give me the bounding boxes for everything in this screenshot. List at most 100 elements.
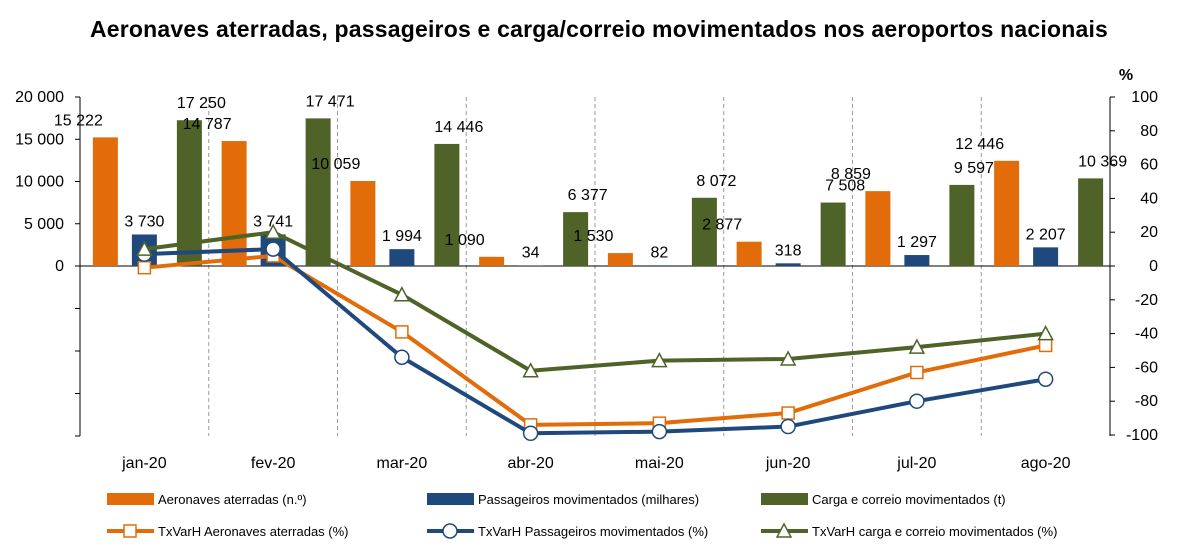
right-axis-tick-label: 40 (1140, 190, 1158, 207)
right-axis-tick-label: 20 (1140, 224, 1158, 241)
bar-data-label: 10 059 (311, 156, 360, 173)
line-marker-triangle (779, 350, 797, 366)
category-label: jul-20 (896, 455, 936, 472)
category-label: mar-20 (377, 455, 428, 472)
legend-entry-label: TxVarH carga e correio movimentados (%) (812, 524, 1057, 539)
category-label: ago-20 (1021, 455, 1071, 472)
bar (820, 202, 846, 266)
line-marker-circle (909, 393, 925, 409)
right-axis-unit-label: % (1119, 67, 1133, 84)
line-series (136, 223, 1054, 442)
line-marker-triangle (264, 223, 282, 239)
right-axis-tick-label: -100 (1126, 427, 1158, 444)
line-marker-triangle (651, 352, 668, 368)
legend-swatch (107, 493, 154, 505)
axes: 20 000 15 000 10 000 5 000 0 100 80 60 40 20 0 -20 -… (15, 67, 1158, 472)
bar-data-label: 2 207 (1026, 226, 1066, 243)
bar (350, 181, 376, 266)
bar-data-label: 318 (775, 242, 802, 259)
bar-data-label: 1 090 (445, 232, 485, 249)
bar (607, 253, 633, 266)
line-marker-circle (442, 523, 458, 539)
line-marker-square (781, 406, 795, 420)
series-line (144, 247, 1046, 436)
left-axis-tick-label: 5 000 (24, 216, 64, 233)
bar (563, 212, 589, 266)
bar-data-label: 34 (522, 245, 540, 262)
bar-data-label: 17 250 (177, 95, 226, 112)
category-label: mai-20 (635, 455, 684, 472)
bar-series (92, 118, 1104, 266)
bar-data-label: 9 597 (954, 160, 994, 177)
line-marker-circle (522, 425, 539, 442)
line-marker-circle (394, 349, 410, 366)
left-axis-tick-label: 10 000 (15, 174, 64, 191)
legend-entry-label: Passageiros movimentados (milhares) (478, 492, 699, 507)
bar-data-label: 8 072 (696, 173, 736, 190)
category-label: abr-20 (508, 455, 554, 472)
bar (479, 256, 505, 266)
legend-entry-label: TxVarH Passageiros movimentados (%) (478, 524, 708, 539)
legend-swatch (427, 493, 474, 505)
left-axis-tick-label: 15 000 (15, 131, 64, 148)
bar-data-label: 1 530 (573, 228, 613, 245)
chart-title: Aeronaves aterradas, passageiros e carga… (89, 16, 1109, 42)
line-marker-triangle (522, 362, 539, 378)
line-marker-triangle (908, 338, 926, 354)
bar-data-label: 2 877 (702, 217, 742, 234)
legend-entry-label: TxVarH Aeronaves aterradas (%) (158, 524, 349, 539)
bar (221, 141, 247, 266)
legend-entry-label: Aeronaves aterradas (n.º) (158, 492, 307, 507)
right-axis-tick-label: -80 (1135, 393, 1158, 410)
left-axis-tick-label: 0 (55, 258, 64, 275)
legend: Aeronaves aterradas (n.º) Passageiros mov… (107, 492, 1057, 539)
bar-data-label: 17 471 (306, 93, 355, 110)
line-marker-square (137, 260, 152, 275)
line-marker-square (1038, 338, 1053, 353)
line-marker-circle (265, 241, 281, 257)
bar-data-label: 6 377 (568, 187, 608, 204)
bar-data-label: 3 741 (253, 213, 293, 230)
line-marker-circle (780, 418, 796, 435)
series-line (144, 230, 1046, 373)
right-axis-tick-label: 60 (1140, 157, 1158, 174)
right-axis-tick-label: 0 (1149, 258, 1158, 275)
bar-data-label: 1 297 (897, 234, 937, 251)
right-axis-tick-label: -40 (1135, 326, 1158, 343)
bar (736, 241, 762, 266)
right-axis-tick-label: -60 (1135, 359, 1158, 376)
bar (994, 160, 1020, 266)
bar-data-label: 15 222 (54, 112, 103, 129)
line-marker-square (123, 524, 137, 538)
bar (775, 263, 801, 266)
bar (949, 184, 975, 266)
left-axis-tick-label: 20 000 (15, 89, 64, 106)
line-marker-triangle (775, 522, 793, 538)
right-axis-tick-label: 80 (1140, 123, 1158, 140)
legend-swatch (761, 493, 808, 505)
bar (1033, 247, 1059, 266)
bar (1078, 178, 1104, 266)
bar (865, 191, 891, 266)
line-marker-triangle (136, 240, 153, 256)
bar-data-label: 7 508 (825, 178, 865, 195)
bar (92, 137, 118, 266)
bar-data-label: 1 994 (382, 228, 422, 245)
data-labels: 15 222 14 787 10 059 1 090 1 530 2 877 8 859 12… (54, 93, 1127, 261)
bar (904, 255, 930, 266)
category-label: jan-20 (121, 455, 167, 472)
bar-data-label: 14 787 (183, 116, 232, 133)
bar (646, 265, 672, 266)
category-label: fev-20 (251, 455, 296, 472)
bar (305, 118, 331, 266)
line-marker-triangle (1037, 325, 1054, 341)
bar-data-label: 3 730 (124, 213, 164, 230)
right-axis-tick-label: 100 (1131, 89, 1158, 106)
bar-data-label: 8 859 (831, 166, 871, 183)
line-marker-circle (1037, 371, 1054, 387)
category-label: jun-20 (765, 455, 811, 472)
line-marker-square (395, 325, 409, 339)
right-axis-tick-label: -20 (1135, 292, 1158, 309)
bar-data-label: 14 446 (434, 119, 483, 136)
